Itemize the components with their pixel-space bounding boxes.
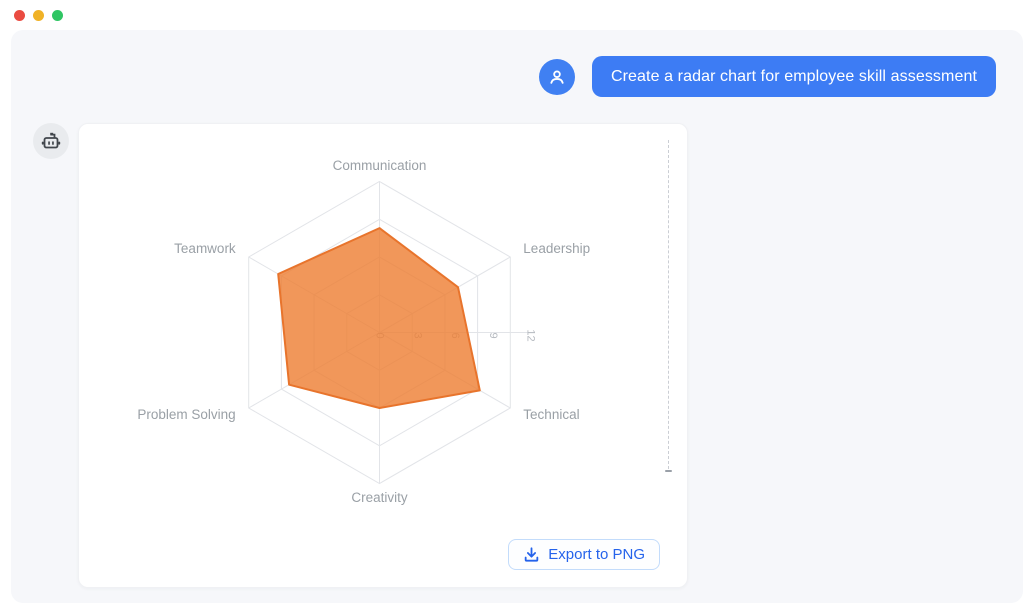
radar-axis-label: Problem Solving (137, 407, 235, 422)
robot-icon (41, 132, 61, 149)
user-icon (550, 69, 564, 84)
user-message-bubble: Create a radar chart for employee skill … (591, 56, 996, 97)
close-window-button[interactable] (14, 10, 25, 21)
user-avatar (538, 58, 575, 95)
radar-tick-label: 12 (525, 329, 537, 341)
export-button-label: Export to PNG (548, 546, 645, 563)
chart-resize-handle[interactable] (665, 470, 672, 472)
radar-chart: 036912CommunicationLeadershipTechnicalCr… (137, 158, 590, 505)
zoom-window-button[interactable] (52, 10, 63, 21)
minimize-window-button[interactable] (33, 10, 44, 21)
chat-panel: Create a radar chart for employee skill … (11, 30, 1023, 603)
window-titlebar (0, 0, 1034, 30)
radar-axis-label: Teamwork (174, 241, 236, 256)
radar-axis-label: Leadership (523, 241, 590, 256)
download-icon (525, 547, 539, 562)
radar-axis-label: Creativity (351, 490, 408, 505)
user-message-row: Create a radar chart for employee skill … (538, 56, 996, 97)
export-to-png-button[interactable]: Export to PNG (508, 539, 660, 570)
radar-tick-label: 9 (487, 332, 499, 338)
chart-card: 036912CommunicationLeadershipTechnicalCr… (78, 123, 688, 588)
radar-series-polygon (277, 227, 481, 409)
radar-axis-label: Communication (333, 158, 427, 173)
chart-resize-divider[interactable] (668, 140, 669, 469)
radar-axis-label: Technical (523, 407, 579, 422)
assistant-avatar (33, 123, 69, 159)
